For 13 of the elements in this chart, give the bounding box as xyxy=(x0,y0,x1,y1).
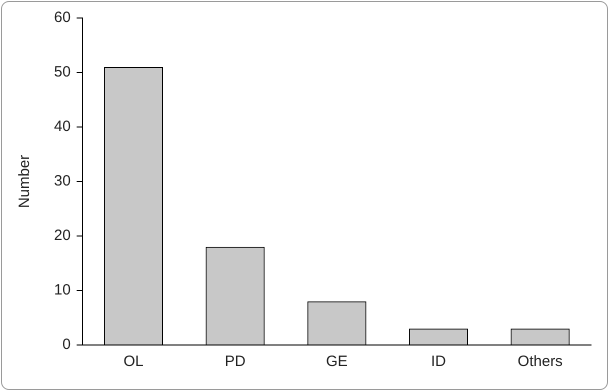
x-tick-label: ID xyxy=(431,353,446,370)
x-tick-label: Others xyxy=(518,353,563,370)
y-axis-title: Number xyxy=(16,154,34,208)
y-tick-label: 20 xyxy=(54,227,71,244)
y-tick-label: 60 xyxy=(54,9,71,26)
y-tick-label: 30 xyxy=(54,172,71,190)
y-tick-label: 50 xyxy=(54,64,71,81)
x-tick-label: OL xyxy=(124,353,144,370)
x-tick-label: GE xyxy=(326,353,348,370)
x-tick-label: PD xyxy=(224,353,246,370)
y-tick-label: 40 xyxy=(54,118,71,136)
y-tick-label: 0 xyxy=(62,336,71,354)
y-tick-label: 10 xyxy=(54,282,71,299)
